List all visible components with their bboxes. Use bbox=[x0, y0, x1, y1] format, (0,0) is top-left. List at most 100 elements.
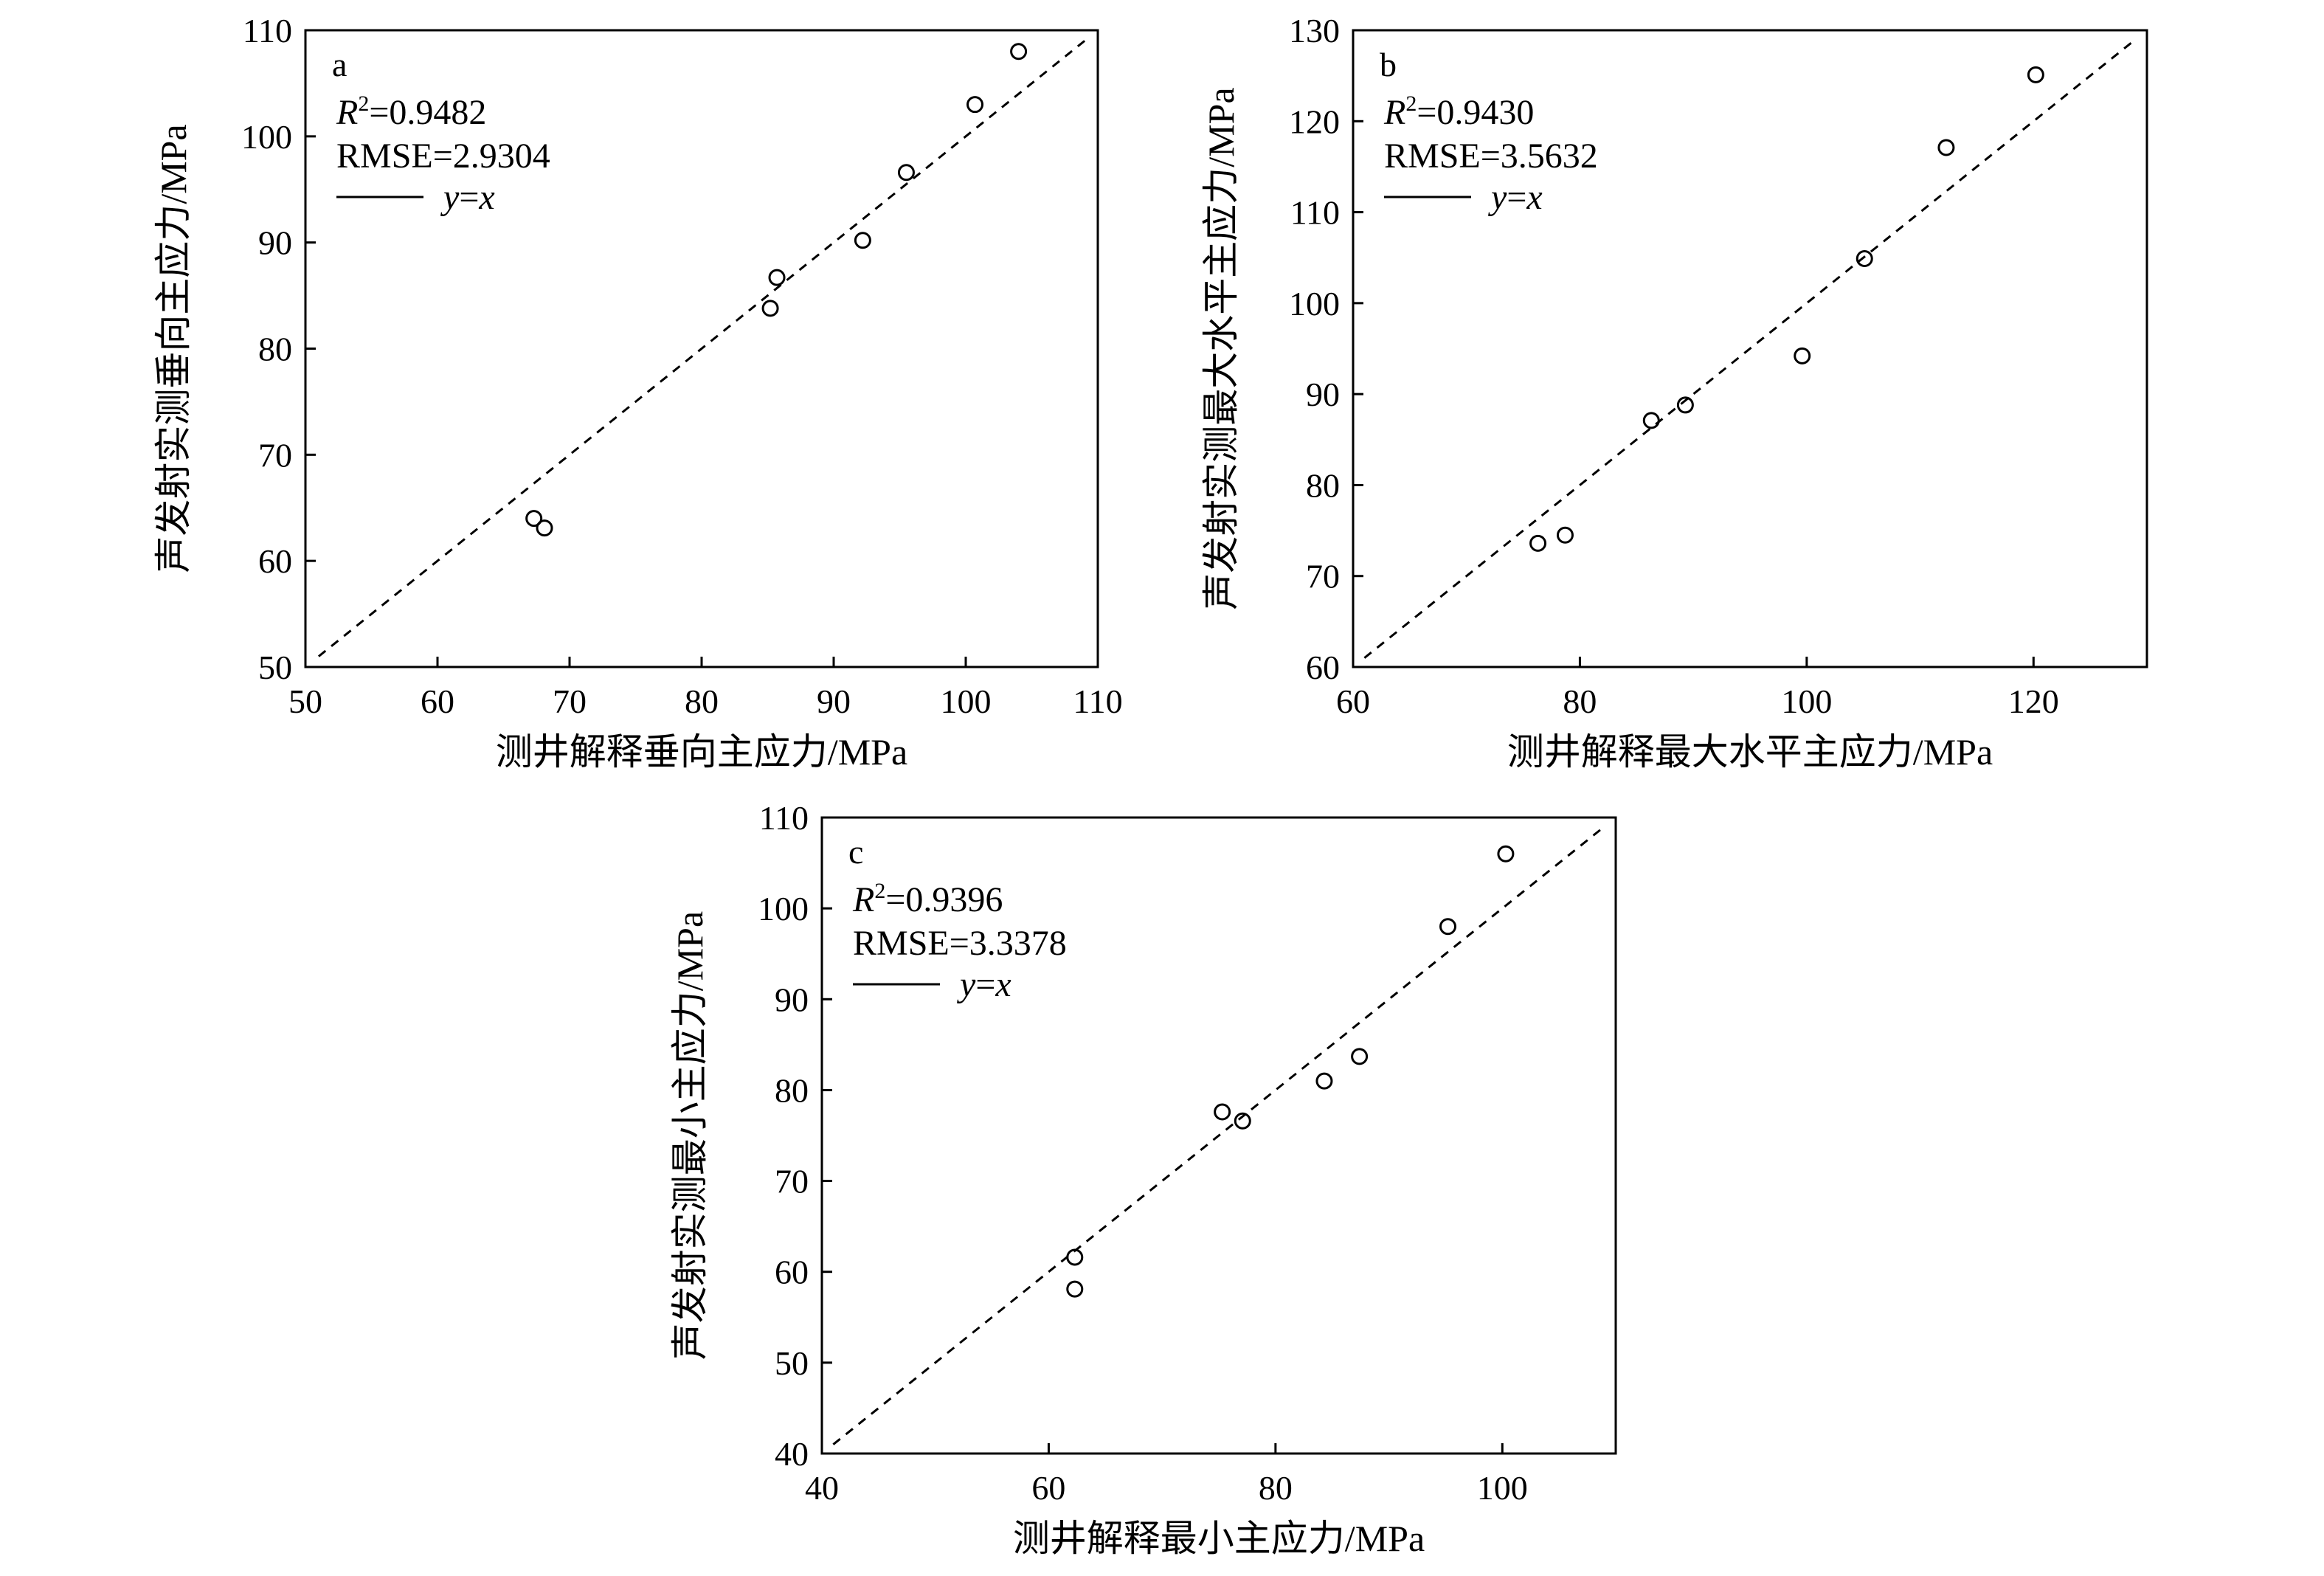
x-tick-label: 100 bbox=[1781, 682, 1832, 720]
data-point bbox=[1066, 1280, 1084, 1298]
x-tick-label: 40 bbox=[805, 1469, 839, 1507]
y-tick-label: 50 bbox=[775, 1344, 809, 1382]
x-tick-label: 80 bbox=[1259, 1469, 1293, 1507]
y-tick-label: 120 bbox=[1289, 103, 1340, 140]
y-tick-label: 70 bbox=[1306, 558, 1340, 595]
y-tick-label: 100 bbox=[1289, 285, 1340, 322]
legend-x: x bbox=[478, 178, 494, 217]
panel-a: 50 60 70 80 90 100 110 50 60 70 80 90 100 110 测井解释垂向主应… bbox=[153, 12, 1123, 773]
y-tick-label: 100 bbox=[758, 890, 809, 927]
x-tick-label: 80 bbox=[1563, 682, 1597, 720]
data-point bbox=[1234, 1112, 1251, 1130]
rmse: RMSE=3.3378 bbox=[853, 924, 1067, 963]
data-point bbox=[1937, 139, 1955, 156]
y-axis-label: 声发射实测垂向主应力/MPa bbox=[153, 124, 194, 573]
r-squared: R2=0.9396 bbox=[852, 879, 1003, 919]
panel-c: 40 60 80 100 40 50 60 70 80 90 100 110 测井解释最小主应力/MPa… bbox=[669, 799, 1617, 1559]
r-squared-value: =0.9396 bbox=[885, 880, 1003, 919]
y-tick-label: 90 bbox=[1306, 376, 1340, 413]
r-squared-exponent: 2 bbox=[874, 879, 885, 903]
x-tick-label: 60 bbox=[1031, 1469, 1065, 1507]
y-tick-label: 90 bbox=[258, 224, 292, 262]
y-tick-label: 80 bbox=[775, 1071, 809, 1109]
y-axis-label: 声发射实测最小主应力/MPa bbox=[669, 911, 710, 1360]
data-point bbox=[897, 164, 915, 182]
y-tick-label: 110 bbox=[759, 799, 809, 837]
panel-b: 60 80 100 120 60 70 80 90 100 110 120 130 测井解释最大水平主应… bbox=[1200, 12, 2148, 773]
y-tick-label: 60 bbox=[258, 542, 292, 580]
y-tick-label: 80 bbox=[1306, 466, 1340, 504]
x-tick-label: 70 bbox=[553, 682, 587, 720]
rmse: RMSE=2.9304 bbox=[336, 136, 550, 176]
plot-frame bbox=[1352, 29, 2148, 668]
y-tick-label: 80 bbox=[258, 331, 292, 368]
data-point bbox=[1529, 534, 1547, 552]
r-squared-value: =0.9482 bbox=[369, 93, 486, 132]
legend-x: x bbox=[1526, 178, 1542, 217]
y-tick-label: 60 bbox=[1306, 649, 1340, 686]
data-point bbox=[966, 96, 984, 114]
x-tick-label: 100 bbox=[1477, 1469, 1528, 1507]
x-tick-label: 60 bbox=[421, 682, 454, 720]
y-tick-label: 70 bbox=[775, 1163, 809, 1200]
legend-x: x bbox=[995, 965, 1011, 1004]
legend-label: y=x bbox=[440, 178, 495, 217]
reference-line bbox=[317, 40, 1086, 657]
rmse: RMSE=3.5632 bbox=[1384, 136, 1598, 176]
y-tick-label: 40 bbox=[775, 1435, 809, 1473]
legend-y: y bbox=[1487, 178, 1507, 217]
y-axis-label: 声发射实测最大水平主应力/MPa bbox=[1200, 87, 1242, 609]
x-axis-label: 测井解释垂向主应力/MPa bbox=[496, 731, 907, 773]
data-point bbox=[1351, 1048, 1369, 1065]
legend-equals: = bbox=[1507, 178, 1526, 217]
data-point bbox=[1214, 1103, 1231, 1121]
legend-label: y=x bbox=[956, 965, 1011, 1004]
y-tick-label: 110 bbox=[243, 12, 292, 49]
data-point bbox=[1676, 396, 1694, 414]
data-point bbox=[536, 519, 553, 537]
panel-label: a bbox=[332, 46, 347, 83]
legend-label: y=x bbox=[1487, 178, 1543, 217]
data-point bbox=[1642, 412, 1660, 429]
x-tick-label: 60 bbox=[1336, 682, 1370, 720]
data-point bbox=[1856, 249, 1873, 267]
r-squared-symbol: R bbox=[336, 93, 358, 132]
y-tick-label: 50 bbox=[258, 649, 292, 686]
data-point bbox=[854, 232, 871, 249]
r-squared-exponent: 2 bbox=[1405, 91, 1417, 116]
r-squared: R2=0.9482 bbox=[336, 91, 486, 132]
panel-label: b bbox=[1380, 46, 1397, 83]
x-axis-label: 测井解释最大水平主应力/MPa bbox=[1507, 731, 1993, 773]
y-tick-label: 60 bbox=[775, 1254, 809, 1291]
data-point bbox=[761, 300, 779, 317]
x-tick-label: 100 bbox=[941, 682, 992, 720]
r-squared-value: =0.9430 bbox=[1417, 93, 1534, 132]
data-point bbox=[1439, 918, 1457, 936]
x-tick-label: 80 bbox=[685, 682, 719, 720]
reference-line bbox=[832, 826, 1605, 1445]
data-point bbox=[1010, 43, 1028, 61]
data-point bbox=[1315, 1072, 1333, 1090]
data-point bbox=[768, 269, 786, 286]
data-point bbox=[1497, 845, 1515, 863]
y-tick-label: 70 bbox=[258, 436, 292, 474]
data-point bbox=[2027, 66, 2044, 83]
panel-label: c bbox=[848, 833, 863, 871]
legend-y: y bbox=[440, 178, 460, 217]
x-axis-label: 测井解释最小主应力/MPa bbox=[1013, 1518, 1425, 1559]
reference-line bbox=[1363, 38, 2137, 659]
legend-equals: = bbox=[459, 178, 479, 217]
x-tick-label: 50 bbox=[288, 682, 322, 720]
data-point bbox=[1556, 526, 1574, 544]
y-tick-label: 100 bbox=[241, 118, 292, 156]
data-point bbox=[1066, 1248, 1084, 1266]
legend-equals: = bbox=[975, 965, 995, 1004]
x-tick-label: 110 bbox=[1073, 682, 1122, 720]
r-squared: R2=0.9430 bbox=[1383, 91, 1534, 132]
y-tick-label: 90 bbox=[775, 981, 809, 1018]
r-squared-exponent: 2 bbox=[358, 91, 369, 116]
legend-y: y bbox=[956, 965, 976, 1004]
y-tick-label: 110 bbox=[1290, 194, 1340, 232]
data-point bbox=[525, 510, 543, 528]
